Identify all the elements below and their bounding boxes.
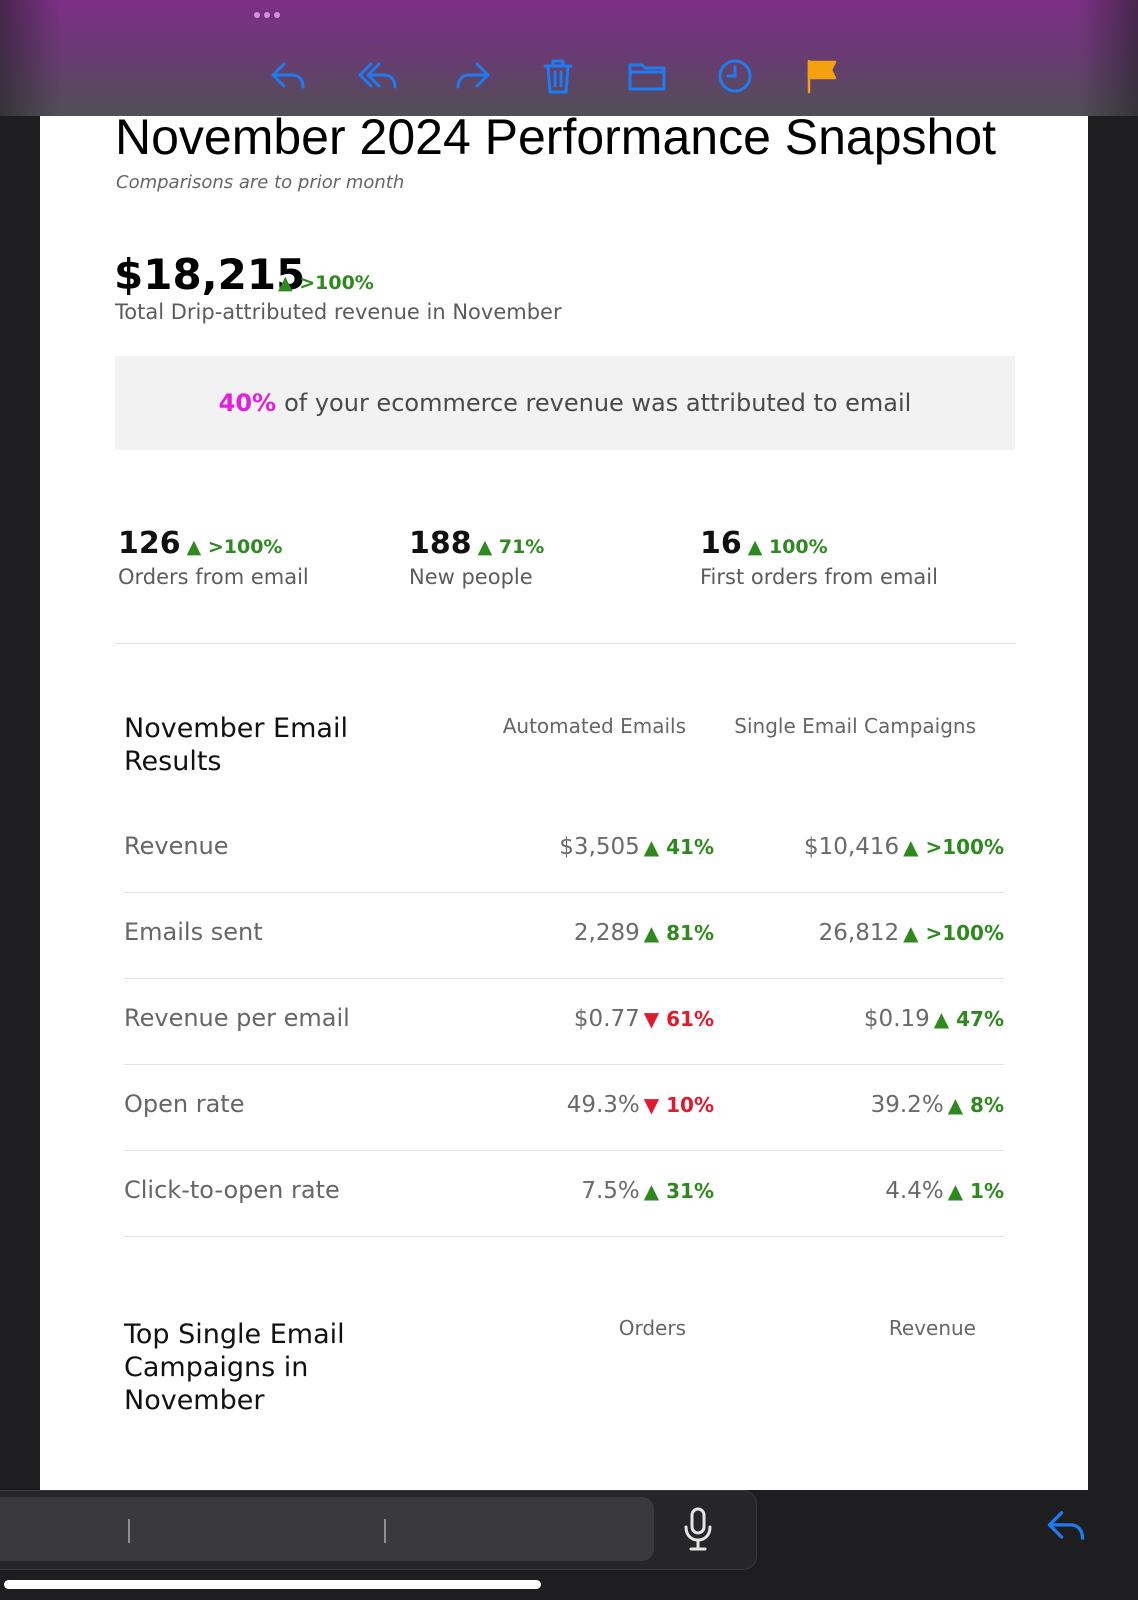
automated-cell: $3,505 ▲ 41% [559, 834, 714, 860]
cell-change: ▲ 81% [643, 921, 714, 945]
trash-icon[interactable] [536, 54, 580, 98]
stat-label: New people [409, 565, 533, 589]
email-share-callout: 40% of your ecommerce revenue was attrib… [115, 356, 1015, 450]
table-row: Emails sent 2,289 ▲ 81% 26,812 ▲ >100% [124, 892, 1004, 979]
cell-change: ▲ 31% [643, 1179, 714, 1203]
cell-value: 49.3% [566, 1092, 640, 1118]
col-single-campaigns: Single Email Campaigns [734, 714, 976, 738]
cell-value: $3,505 [559, 834, 640, 860]
total-revenue-change: ▲ >100% [278, 272, 374, 294]
row-label: Click-to-open rate [124, 1176, 340, 1204]
stat-label: Orders from email [118, 565, 309, 589]
cell-change: ▲ 1% [947, 1179, 1004, 1203]
reply-icon[interactable] [266, 54, 310, 98]
reply-input[interactable] [0, 1497, 654, 1561]
mail-toolbar [0, 0, 1138, 116]
reply-all-icon[interactable] [356, 54, 400, 98]
cell-change: ▲ 8% [947, 1093, 1004, 1117]
campaign-cell: 26,812 ▲ >100% [819, 920, 1004, 946]
flag-icon[interactable] [799, 54, 843, 98]
stat-value: 188 [409, 526, 472, 561]
toolbar-actions [0, 54, 1138, 98]
cell-value: $0.19 [863, 1006, 930, 1032]
automated-cell: 7.5% ▲ 31% [581, 1178, 714, 1204]
col-revenue: Revenue [888, 1316, 976, 1340]
section-divider [115, 643, 1015, 644]
email-title: November 2024 Performance Snapshot [115, 116, 997, 165]
stat-label: First orders from email [700, 565, 938, 589]
stat-change: ▲ 71% [477, 536, 545, 558]
cell-change: ▼ 10% [643, 1093, 714, 1117]
stat-change: ▲ >100% [186, 536, 283, 558]
table-row: Revenue per email $0.77 ▼ 61% $0.19 ▲ 47% [124, 978, 1004, 1065]
stat-change: ▲ 100% [747, 536, 828, 558]
col-orders: Orders [618, 1316, 686, 1340]
row-label: Open rate [124, 1090, 245, 1118]
campaign-cell: $0.19 ▲ 47% [864, 1006, 1004, 1032]
cell-value: $0.77 [573, 1006, 640, 1032]
automated-cell: 2,289 ▲ 81% [574, 920, 714, 946]
home-indicator[interactable] [4, 1580, 541, 1589]
results-heading: November Email Results [124, 713, 348, 777]
cell-change: ▼ 61% [643, 1007, 714, 1031]
campaign-cell: $10,416 ▲ >100% [804, 834, 1004, 860]
stat-value: 16 [700, 526, 742, 561]
reply-icon[interactable] [1044, 1504, 1088, 1548]
cell-value: 7.5% [581, 1178, 640, 1204]
col-automated-emails: Automated Emails [502, 714, 686, 738]
row-label: Emails sent [124, 918, 263, 946]
automated-cell: 49.3% ▼ 10% [567, 1092, 714, 1118]
callout-percent: 40% [218, 389, 277, 417]
stat-value: 126 [118, 526, 181, 561]
cell-change: ▲ 47% [933, 1007, 1004, 1031]
cell-value: $10,416 [803, 834, 900, 860]
table-row: Revenue $3,505 ▲ 41% $10,416 ▲ >100% [124, 806, 1004, 893]
cell-change: ▲ 41% [643, 835, 714, 859]
row-label: Revenue per email [124, 1004, 350, 1032]
campaign-cell: 39.2% ▲ 8% [871, 1092, 1004, 1118]
row-label: Revenue [124, 832, 229, 860]
campaign-cell: 4.4% ▲ 1% [885, 1178, 1004, 1204]
cell-change: ▲ >100% [903, 921, 1004, 945]
folder-icon[interactable] [625, 54, 669, 98]
text-caret [384, 1519, 386, 1543]
callout-text: of your ecommerce revenue was attributed… [284, 389, 912, 417]
cell-change: ▲ >100% [903, 835, 1004, 859]
clock-icon[interactable] [713, 54, 757, 98]
table-row: Click-to-open rate 7.5% ▲ 31% 4.4% ▲ 1% [124, 1150, 1004, 1237]
cell-value: 4.4% [885, 1178, 944, 1204]
text-caret [128, 1519, 130, 1543]
total-revenue-label: Total Drip-attributed revenue in Novembe… [115, 300, 562, 324]
cell-value: 2,289 [573, 920, 640, 946]
campaigns-heading: Top Single Email Campaigns in November [124, 1319, 345, 1416]
microphone-icon[interactable] [680, 1505, 716, 1555]
more-dots-icon[interactable] [254, 12, 280, 18]
table-row: Open rate 49.3% ▼ 10% 39.2% ▲ 8% [124, 1064, 1004, 1151]
email-subtitle: Comparisons are to prior month [116, 172, 405, 193]
stat-new-people: 188 ▲ 71% New people [409, 526, 544, 589]
stat-orders: 126 ▲ >100% Orders from email [118, 526, 309, 589]
total-revenue-value: $18,215 [114, 250, 306, 299]
cell-value: 39.2% [870, 1092, 944, 1118]
cell-value: 26,812 [818, 920, 900, 946]
stat-first-orders: 16 ▲ 100% First orders from email [700, 526, 938, 589]
reply-composer [0, 1490, 757, 1570]
email-body: November 2024 Performance Snapshot Compa… [40, 116, 1088, 1490]
automated-cell: $0.77 ▼ 61% [574, 1006, 714, 1032]
forward-icon[interactable] [451, 54, 495, 98]
